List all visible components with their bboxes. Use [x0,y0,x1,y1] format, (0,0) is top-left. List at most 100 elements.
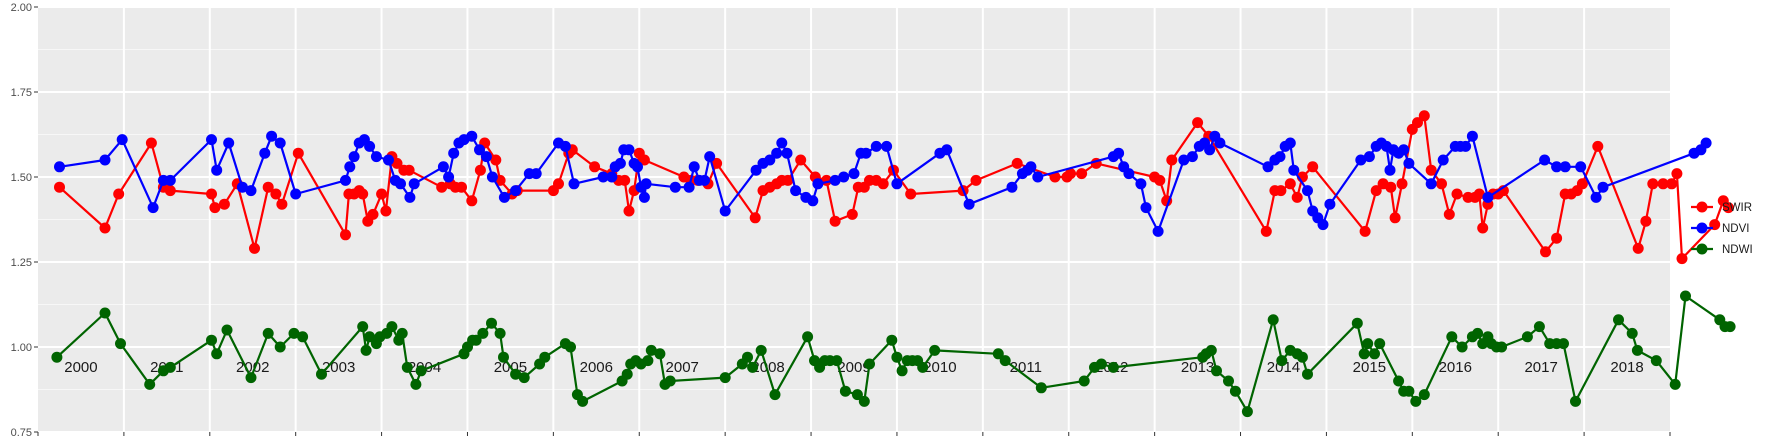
y-tick-label: 0.75 [11,427,32,439]
ndvi-point [640,178,652,190]
ndwi-point [494,327,506,339]
ndvi-point [1425,178,1437,190]
ndvi-point [838,171,850,183]
swir-point [1049,171,1061,183]
swir-point [164,185,176,197]
swir-point [877,178,889,190]
ndvi-point [669,181,681,193]
ndwi-point [401,361,413,373]
ndvi-point [1006,181,1018,193]
ndvi-point [764,154,776,166]
ndwi-point [316,368,327,380]
ndvi-point [1575,161,1587,173]
ndwi-point [245,372,257,384]
ndvi-point [771,147,783,159]
legend: SWIR NDVI NDWI [1691,201,1753,256]
ndvi-point [1539,154,1551,166]
ndwi-point [999,355,1011,367]
swir-point [466,195,478,207]
ndwi-point [1078,375,1090,387]
ndwi-point [719,372,731,384]
ndvi-point [1178,154,1190,166]
ndvi-point [1274,151,1286,163]
ndwi-point [357,321,369,333]
ndwi-point [486,317,497,329]
ndwi-point [99,307,111,319]
swir-point [846,208,858,220]
ndvi-point [206,134,217,146]
swir-point [553,178,564,190]
ndvi-point [443,171,455,183]
ndwi-point [1358,348,1370,360]
ndwi-point [1446,331,1458,343]
ndvi-point [486,171,498,183]
ndvi-point [1302,185,1313,197]
swir-point [1477,222,1489,234]
ndvi-point [290,188,302,200]
ndwi-point [802,331,814,343]
ndvi-point [1113,147,1125,159]
ndvi-point [1700,137,1712,149]
ndvi-point [1317,219,1329,231]
swir-point [619,174,631,186]
ndvi-point [860,147,872,159]
ndwi-point [929,344,941,356]
swir-point [1671,168,1683,180]
swir-point [1473,188,1485,200]
ndwi-point [1521,331,1533,343]
swir-point [99,222,111,234]
swir-point [1632,242,1644,254]
swir-point [1576,178,1588,190]
ndvi-point [829,174,841,186]
swir-point [1011,157,1023,169]
ndvi-point [448,147,460,159]
swir-point [262,181,274,193]
swir-point [1451,188,1463,200]
swir-point [376,188,388,200]
year-label: 2006 [580,359,613,376]
y-tick-label: 1.75 [11,87,32,99]
swir-point [1359,225,1371,237]
swir-point [1307,161,1319,173]
ndvi-point [891,178,903,190]
ndvi-point [223,137,235,149]
ndvi-point [510,185,522,197]
ndvi-point [1398,144,1410,156]
ndwi-point [1267,314,1279,326]
ndvi-point [632,161,643,173]
ndwi-point [274,341,286,353]
swir-point [1412,117,1423,129]
ndvi-point [568,178,580,190]
swir-point [829,215,841,227]
ndvi-point [164,174,176,186]
ndvi-point [963,198,975,210]
ndvi-point [1032,171,1044,183]
year-label: 2015 [1353,359,1386,376]
ndwi-point [1626,327,1638,339]
ndvi-point [606,171,618,183]
ndwi-point [1229,385,1241,397]
ndvi-point [530,168,542,180]
year-label: 2008 [751,359,784,376]
year-label: 2014 [1267,359,1300,376]
ndwi-point [1107,361,1119,373]
ndwi-point [221,324,233,336]
ndvi-point [1460,140,1472,152]
swir-point [436,181,448,193]
ndwi-point [755,344,767,356]
ndwi-point [262,327,274,339]
ndwi-point [992,348,1004,360]
ndvi-point [1355,154,1367,166]
year-label: 2016 [1439,359,1472,376]
swir-point [1722,202,1734,214]
year-label: 2013 [1181,359,1214,376]
ndwi-point [891,351,903,363]
ndvi-point [790,185,802,197]
ndwi-point [410,378,422,390]
swir-point [1291,191,1303,203]
swir-point [1540,246,1551,258]
ndvi-point [881,140,893,152]
ndvi-point [245,185,257,197]
swir-point [782,174,794,186]
